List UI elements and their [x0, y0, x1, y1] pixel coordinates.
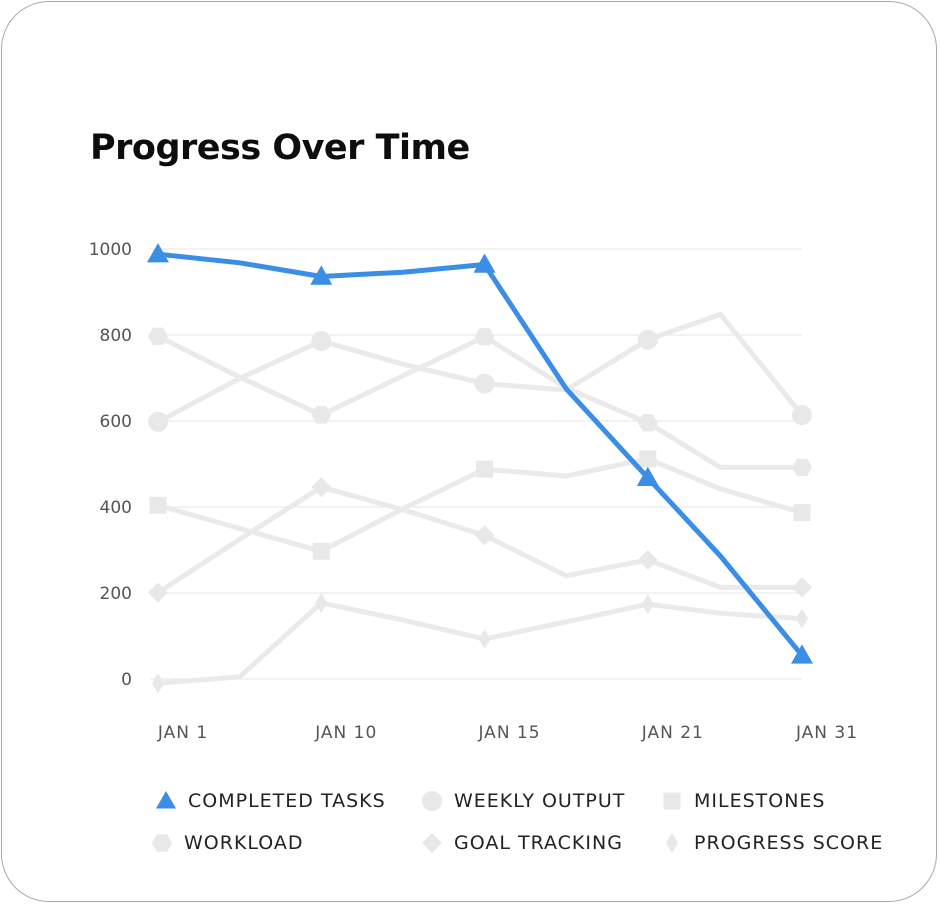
legend-label: PROGRESS SCORE	[694, 832, 884, 854]
gridlines	[150, 248, 802, 680]
y-tick-label: 600	[100, 412, 132, 432]
series-line-workload	[155, 333, 805, 470]
data-point-goal-tracking	[474, 525, 495, 546]
series-milestones	[149, 450, 811, 560]
x-axis-ticks: JAN 1 JAN 10 JAN 15 JAN 21 JAN 31	[157, 723, 858, 743]
x-tick-label: JAN 21	[641, 723, 704, 743]
legend-item-completed-tasks[interactable]: COMPLETED TASKS	[152, 789, 386, 813]
data-point-goal-tracking	[792, 577, 812, 598]
legend-item-weekly-output[interactable]: WEEKLY OUTPUT	[418, 789, 625, 813]
legend-swatch-diamond-icon	[422, 833, 442, 853]
data-point-goal-tracking	[148, 582, 168, 603]
data-point-progress-score	[641, 594, 654, 615]
series-goal-tracking	[148, 477, 812, 603]
data-point-workload	[148, 327, 168, 345]
y-tick-label: 800	[100, 326, 132, 346]
legend-swatch-hexagon-icon	[152, 834, 172, 852]
legend-swatch-thin-diamond-icon	[666, 833, 678, 853]
data-point-completed-tasks	[310, 265, 333, 285]
x-tick-label: JAN 1	[157, 723, 208, 743]
legend-item-progress-score[interactable]: PROGRESS SCORE	[658, 831, 883, 855]
legend-label: GOAL TRACKING	[454, 832, 623, 854]
y-tick-label: 200	[100, 584, 132, 604]
data-point-goal-tracking	[637, 549, 658, 570]
data-point-completed-tasks	[791, 644, 813, 664]
x-tick-label: JAN 31	[795, 723, 858, 743]
y-tick-label: 1000	[89, 240, 132, 260]
data-point-progress-score	[315, 592, 328, 613]
series-line-completed-tasks	[155, 251, 805, 658]
x-tick-label: JAN 10	[314, 723, 377, 743]
data-point-workload	[474, 328, 495, 346]
data-point-weekly-output	[792, 404, 812, 425]
data-point-workload	[637, 414, 658, 432]
chart-title: Progress Over Time	[90, 128, 470, 168]
data-point-workload	[311, 406, 332, 424]
data-point-completed-tasks	[473, 253, 496, 273]
data-point-milestones	[149, 496, 167, 514]
legend-label: WORKLOAD	[184, 832, 304, 854]
x-tick-label: JAN 15	[477, 723, 540, 743]
y-tick-label: 400	[100, 498, 132, 518]
data-point-progress-score	[152, 673, 164, 694]
data-point-weekly-output	[148, 411, 168, 432]
series-line-progress-score	[155, 600, 805, 686]
series-workload	[148, 327, 812, 477]
legend-swatch-square-icon	[663, 792, 681, 810]
data-point-workload	[792, 458, 812, 477]
data-point-weekly-output	[311, 331, 332, 352]
data-point-goal-tracking	[311, 477, 332, 498]
series-completed-tasks	[147, 243, 813, 664]
data-point-progress-score	[478, 629, 491, 650]
series-layer	[147, 243, 813, 694]
data-point-milestones	[312, 542, 330, 560]
legend-label: WEEKLY OUTPUT	[454, 790, 626, 812]
data-point-weekly-output	[474, 373, 495, 394]
data-point-completed-tasks	[147, 243, 169, 263]
legend-item-goal-tracking[interactable]: GOAL TRACKING	[418, 831, 623, 855]
y-tick-label: 0	[121, 670, 132, 690]
legend-swatch-circle-icon	[422, 791, 442, 811]
y-axis-ticks: 0 200 400 600 800 1000	[89, 240, 132, 690]
data-point-progress-score	[796, 608, 808, 629]
legend-swatch-triangle-icon	[156, 791, 176, 809]
series-progress-score	[152, 592, 808, 694]
data-point-weekly-output	[637, 329, 658, 350]
data-point-milestones	[639, 450, 657, 468]
legend-item-workload[interactable]: WORKLOAD	[148, 831, 304, 855]
data-point-milestones	[476, 460, 494, 478]
data-point-milestones	[793, 504, 811, 522]
series-weekly-output	[148, 311, 812, 432]
legend-label: MILESTONES	[694, 790, 826, 812]
data-point-completed-tasks	[636, 466, 659, 487]
legend-item-milestones[interactable]: MILESTONES	[658, 789, 826, 813]
legend-label: COMPLETED TASKS	[188, 790, 386, 812]
